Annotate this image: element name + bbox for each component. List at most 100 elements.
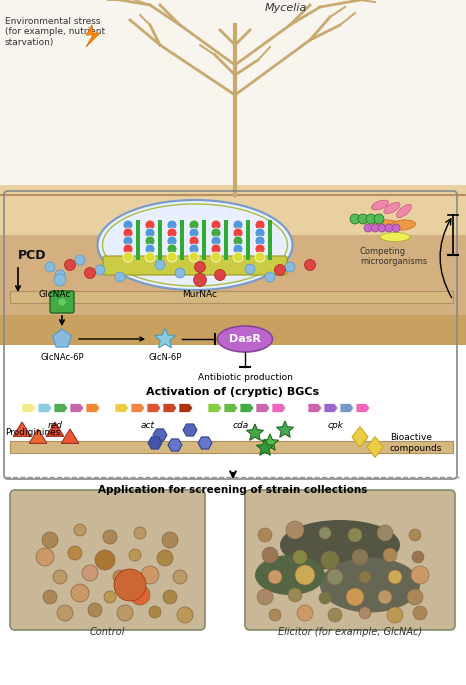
Circle shape (177, 607, 193, 623)
Circle shape (123, 236, 133, 246)
Circle shape (189, 220, 199, 230)
FancyArrowPatch shape (440, 219, 452, 297)
Bar (0, 185, 466, 325)
Bar (136, 220, 140, 260)
Text: GlcN-6P: GlcN-6P (148, 353, 182, 362)
Circle shape (328, 608, 342, 622)
Polygon shape (38, 403, 52, 412)
Circle shape (211, 228, 221, 238)
Polygon shape (240, 403, 254, 412)
Circle shape (348, 528, 362, 542)
Circle shape (211, 220, 221, 230)
Circle shape (189, 228, 199, 238)
Text: Elicitor (for example, GlcNAc): Elicitor (for example, GlcNAc) (278, 627, 422, 637)
Text: PCD: PCD (18, 249, 47, 262)
Polygon shape (340, 403, 354, 412)
Circle shape (409, 529, 421, 541)
Circle shape (157, 550, 173, 566)
Bar (10, 441, 453, 453)
Bar (10, 291, 453, 303)
Text: GlcNAc: GlcNAc (39, 290, 71, 299)
Circle shape (233, 220, 243, 230)
Ellipse shape (380, 232, 410, 242)
Circle shape (255, 236, 265, 246)
Circle shape (288, 588, 302, 602)
Ellipse shape (391, 220, 416, 230)
Circle shape (175, 268, 185, 278)
Circle shape (162, 532, 178, 548)
Circle shape (193, 273, 206, 286)
Circle shape (255, 228, 265, 238)
Polygon shape (324, 403, 338, 412)
Polygon shape (163, 403, 177, 412)
Polygon shape (13, 422, 31, 436)
Ellipse shape (255, 555, 325, 595)
Circle shape (366, 214, 376, 224)
Polygon shape (308, 403, 322, 412)
Polygon shape (61, 429, 79, 443)
Polygon shape (86, 403, 100, 412)
Polygon shape (168, 439, 182, 451)
Circle shape (371, 224, 379, 232)
Circle shape (189, 244, 199, 254)
Circle shape (54, 274, 66, 286)
Circle shape (43, 590, 57, 604)
Circle shape (268, 570, 282, 584)
Circle shape (114, 569, 146, 601)
Circle shape (64, 260, 75, 271)
Circle shape (75, 255, 85, 265)
Circle shape (392, 224, 400, 232)
Circle shape (145, 220, 155, 230)
Circle shape (189, 252, 199, 262)
Polygon shape (224, 403, 238, 412)
Circle shape (319, 527, 331, 539)
Circle shape (84, 268, 96, 279)
Circle shape (58, 298, 66, 306)
Circle shape (358, 214, 368, 224)
FancyBboxPatch shape (50, 291, 74, 313)
Circle shape (163, 590, 177, 604)
Circle shape (95, 550, 115, 570)
Circle shape (130, 585, 150, 605)
Circle shape (145, 228, 155, 238)
Circle shape (88, 603, 102, 617)
Circle shape (285, 262, 295, 272)
Ellipse shape (372, 220, 397, 230)
Circle shape (359, 571, 371, 583)
Circle shape (103, 530, 117, 544)
Polygon shape (131, 403, 145, 412)
Text: Bioactive
compounds: Bioactive compounds (390, 434, 442, 453)
Text: MurNAc: MurNAc (183, 290, 218, 299)
FancyBboxPatch shape (245, 490, 455, 630)
Circle shape (82, 565, 98, 581)
Circle shape (145, 244, 155, 254)
Circle shape (233, 228, 243, 238)
Circle shape (149, 606, 161, 618)
Polygon shape (155, 328, 176, 348)
Circle shape (233, 236, 243, 246)
Circle shape (55, 270, 65, 280)
Polygon shape (179, 403, 193, 412)
Polygon shape (256, 403, 270, 412)
Circle shape (115, 272, 125, 282)
Circle shape (95, 265, 105, 275)
Circle shape (45, 262, 55, 272)
Polygon shape (54, 403, 68, 412)
Circle shape (129, 549, 141, 561)
Circle shape (211, 236, 221, 246)
Circle shape (319, 592, 331, 604)
Polygon shape (46, 422, 64, 436)
Text: GlcNAc-6P: GlcNAc-6P (40, 353, 84, 362)
Circle shape (123, 220, 133, 230)
Bar (158, 220, 162, 260)
Text: Mycelia: Mycelia (265, 3, 308, 13)
Text: Competing
microorganisms: Competing microorganisms (360, 247, 427, 266)
Polygon shape (183, 424, 197, 436)
Circle shape (211, 252, 221, 262)
Circle shape (269, 609, 281, 621)
Ellipse shape (320, 558, 420, 612)
Text: Activation of (cryptic) BGCs: Activation of (cryptic) BGCs (146, 387, 320, 397)
Ellipse shape (97, 200, 293, 290)
Circle shape (413, 606, 427, 620)
Text: cda: cda (233, 421, 249, 430)
